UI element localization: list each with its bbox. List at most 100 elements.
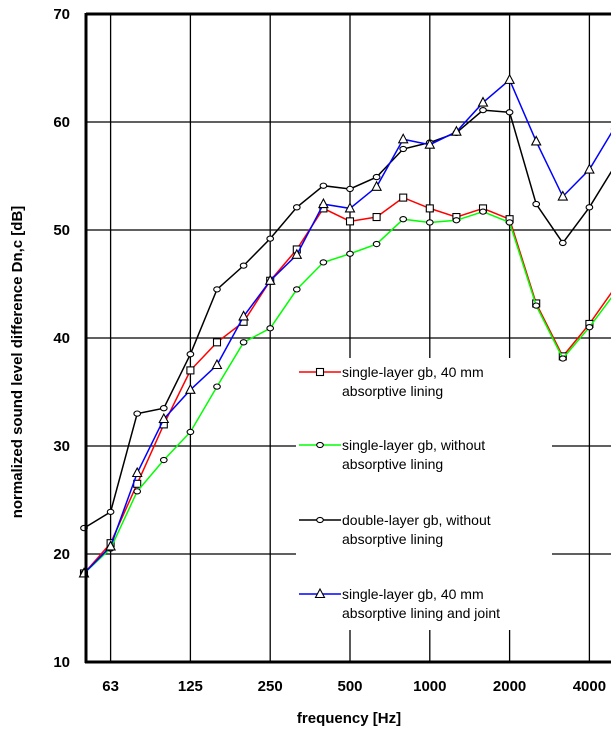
marker-triangle [314, 587, 326, 599]
marker-circle [399, 145, 408, 153]
marker-triangle [477, 96, 489, 107]
legend-background [296, 358, 552, 630]
marker-circle [316, 441, 324, 449]
legend-label-line2: absorptive lining [342, 531, 443, 547]
marker-circle [532, 302, 541, 309]
y-tick-label: 20 [53, 546, 70, 563]
legend-entry-1: single-layer gb, 40 mm absorptive lining [299, 364, 484, 399]
series-1 [79, 193, 611, 578]
marker-circle [425, 219, 434, 226]
marker-triangle [344, 202, 356, 213]
marker-circle [106, 508, 115, 516]
marker-circle [159, 456, 168, 464]
x-tick-label: 4000 [573, 678, 606, 695]
marker-circle [292, 286, 301, 293]
y-tick-label: 40 [53, 330, 70, 347]
marker-circle [399, 216, 408, 223]
marker-circle [479, 208, 487, 215]
marker-circle [585, 204, 594, 211]
y-tick-label: 50 [53, 222, 70, 239]
y-tick-label: 10 [53, 654, 70, 671]
legend-entry-3: double-layer gb, without absorptive linin… [299, 512, 491, 547]
marker-square [345, 217, 355, 226]
marker-square [186, 366, 195, 375]
marker-square [372, 212, 381, 222]
y-tick-label: 30 [53, 438, 70, 455]
marker-circle [505, 219, 514, 226]
marker-square [399, 193, 408, 202]
legend-label-line2: absorptive lining and joint [342, 605, 500, 621]
legend-label-line1: single-layer gb, 40 mm [342, 586, 484, 602]
legend-entry-2: single-layer gb, without absorptive linin… [299, 437, 485, 472]
marker-circle [319, 259, 328, 266]
marker-triangle [530, 135, 542, 146]
marker-triangle [238, 310, 250, 321]
marker-triangle [317, 197, 329, 209]
marker-triangle [371, 180, 383, 191]
marker-triangle [424, 138, 436, 149]
marker-circle [372, 240, 381, 248]
series-3 [80, 106, 611, 532]
legend-label-line1: double-layer gb, without [342, 512, 491, 528]
marker-circle [186, 428, 195, 436]
x-tick-label: 1000 [413, 678, 446, 695]
legend-label-line2: absorptive lining [342, 383, 443, 399]
marker-circle [346, 250, 354, 257]
marker-circle [133, 410, 142, 417]
marker-square [425, 204, 434, 213]
marker-triangle [184, 383, 196, 394]
marker-triangle [131, 466, 143, 478]
marker-circle [372, 173, 381, 181]
marker-circle [266, 325, 275, 332]
y-tick-label: 60 [53, 114, 70, 131]
marker-circle [133, 488, 142, 495]
series-4 [78, 73, 611, 578]
plot-frame [84, 12, 611, 664]
marker-circle [159, 405, 168, 412]
marker-circle [505, 109, 514, 116]
marker-triangle [504, 73, 516, 84]
x-tick-label: 2000 [493, 678, 526, 695]
y-axis-title: normalized sound level difference Dn,c [… [9, 206, 26, 519]
marker-triangle [557, 190, 569, 201]
marker-triangle [211, 358, 223, 370]
x-tick-label: 63 [102, 678, 119, 695]
marker-triangle [105, 540, 117, 551]
marker-triangle [264, 274, 276, 285]
marker-circle [213, 286, 221, 293]
legend-label-line2: absorptive lining [342, 456, 443, 472]
marker-circle [452, 217, 461, 224]
marker-square [315, 367, 325, 377]
marker-circle [292, 204, 301, 211]
marker-square [212, 338, 222, 347]
legend-entry-4: single-layer gb, 40 mm absorptive lining … [299, 586, 500, 621]
marker-circle [346, 185, 354, 193]
marker-circle [558, 239, 567, 247]
y-tick-label: 70 [53, 6, 70, 23]
marker-triangle [291, 248, 303, 259]
series-lines [78, 73, 611, 578]
marker-circle [213, 383, 221, 390]
legend-box [296, 358, 552, 630]
marker-triangle [397, 133, 409, 144]
x-tick-label: 125 [178, 678, 203, 695]
marker-circle [532, 200, 541, 208]
marker-circle [239, 339, 248, 346]
x-tick-label: 250 [258, 678, 283, 695]
marker-triangle [450, 125, 462, 136]
marker-circle [585, 324, 594, 331]
marker-circle [239, 262, 248, 269]
legend-label-line1: single-layer gb, 40 mm [342, 364, 484, 380]
legend-label-line1: single-layer gb, without [342, 437, 485, 453]
marker-circle [558, 355, 567, 362]
marker-circle [479, 106, 487, 114]
x-axis-title: frequency [Hz] [297, 710, 401, 727]
marker-triangle [583, 163, 595, 174]
x-tick-label: 500 [337, 678, 362, 695]
marker-triangle [158, 412, 170, 424]
marker-circle [316, 516, 324, 524]
marker-circle [266, 235, 275, 242]
marker-circle [186, 351, 195, 358]
